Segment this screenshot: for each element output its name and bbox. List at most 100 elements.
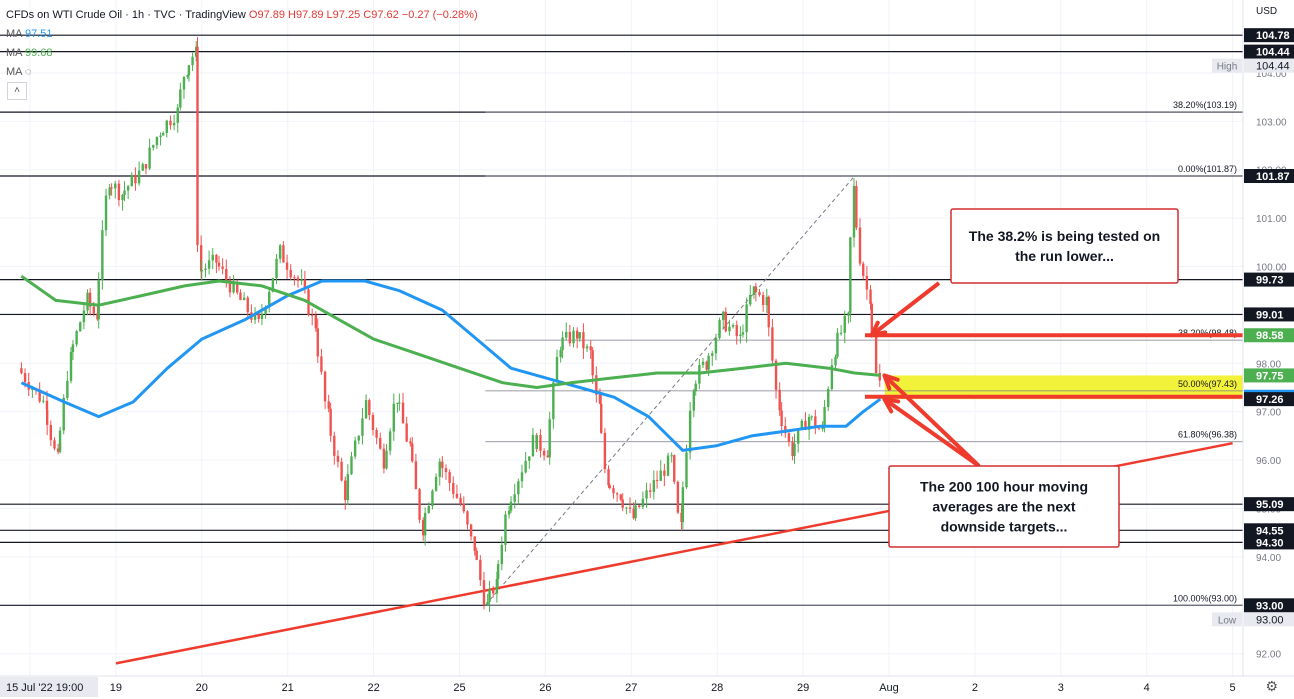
candle-body xyxy=(839,332,843,334)
price-axis[interactable]: USD92.0093.0094.0095.0096.0097.0098.0099… xyxy=(1212,0,1294,699)
time-axis[interactable]: 15 Jul '22 19:00 19 20 21 22 25 26 27 28 29 Aug 2 3 4… xyxy=(0,675,1294,699)
candle-body xyxy=(75,331,78,345)
legend-ma2-row[interactable]: MA 99.68 xyxy=(6,44,478,63)
candle xyxy=(754,282,758,302)
legend-ma3-row[interactable]: MA ◌ xyxy=(6,63,478,82)
candle xyxy=(431,489,434,510)
candle-body xyxy=(855,186,858,228)
candle xyxy=(735,320,738,345)
moving-average-100-hour xyxy=(20,279,882,452)
gear-icon[interactable]: ⚙ xyxy=(1265,678,1278,694)
candle xyxy=(137,161,141,186)
candle xyxy=(405,416,408,443)
candle xyxy=(66,370,69,401)
candle-body xyxy=(758,292,761,296)
candle xyxy=(353,436,357,460)
candle xyxy=(53,437,56,451)
candle-body xyxy=(45,409,49,425)
candle-body xyxy=(804,420,807,430)
candle-body xyxy=(88,292,92,307)
candle xyxy=(20,362,23,375)
candle-body xyxy=(591,350,594,376)
candle xyxy=(97,272,100,329)
candle-body xyxy=(500,544,504,565)
candle xyxy=(741,324,745,338)
candle-body xyxy=(492,589,495,594)
annotation-arrowhead xyxy=(882,397,901,414)
candle-body xyxy=(701,361,705,365)
candle xyxy=(670,452,673,463)
candle-body xyxy=(486,601,489,605)
candle-body xyxy=(246,297,249,313)
candle xyxy=(300,269,303,286)
chevron-up-icon[interactable]: ˄ xyxy=(7,82,27,100)
candle xyxy=(336,450,340,468)
candle xyxy=(582,323,585,359)
legend-ma1-row[interactable]: MA 97.51 xyxy=(6,25,478,44)
candle xyxy=(575,327,579,349)
candle-body xyxy=(282,245,285,263)
candle-body xyxy=(382,448,386,469)
candle xyxy=(559,346,562,363)
candle-body xyxy=(482,580,486,605)
candle xyxy=(692,388,695,418)
candle xyxy=(422,517,425,541)
candle-body xyxy=(858,227,862,264)
candle-body xyxy=(462,503,465,512)
candle-body xyxy=(600,403,603,433)
candle xyxy=(784,417,787,438)
candle-body xyxy=(745,304,748,333)
candle-body xyxy=(217,262,221,267)
candle xyxy=(316,318,319,364)
price-badge-label: 99.01 xyxy=(1256,309,1284,321)
candle xyxy=(411,437,414,463)
candle xyxy=(455,484,459,499)
candle xyxy=(869,285,872,310)
candle-body xyxy=(239,292,242,301)
ohlc-values: O97.89 H97.89 L97.25 C97.62 −0.27 (−0.28… xyxy=(248,9,478,21)
candle-body xyxy=(357,435,360,441)
candle-body xyxy=(568,331,572,344)
candle-body xyxy=(289,269,292,278)
candle xyxy=(58,427,62,454)
candle xyxy=(652,470,656,500)
candle-body xyxy=(405,423,408,442)
candle xyxy=(628,497,632,514)
candle xyxy=(722,310,725,329)
price-badge xyxy=(1244,328,1294,343)
candle-body xyxy=(58,430,62,452)
candle-body xyxy=(179,89,182,108)
candle-body xyxy=(612,487,615,494)
candle xyxy=(488,580,491,612)
candle-body xyxy=(278,245,282,259)
candle-body xyxy=(31,388,34,390)
candle xyxy=(843,310,846,344)
annotation-arrow xyxy=(883,397,981,468)
candle xyxy=(130,172,133,187)
candle-body xyxy=(423,512,427,536)
candle-body xyxy=(418,489,421,520)
eye-hidden-icon[interactable]: ◌ xyxy=(24,66,32,78)
candle-body xyxy=(144,164,148,169)
price-badge-label: 101.87 xyxy=(1256,171,1290,183)
candle xyxy=(101,220,104,290)
price-badge xyxy=(1244,368,1294,383)
candle xyxy=(608,483,612,490)
candle-body xyxy=(524,460,527,473)
candle xyxy=(517,478,520,505)
candle xyxy=(469,523,473,541)
candle xyxy=(45,404,49,436)
candle-body xyxy=(452,482,455,494)
candle-body xyxy=(388,431,392,451)
candle xyxy=(350,451,353,475)
candle xyxy=(409,437,412,447)
candle xyxy=(680,504,683,531)
candle xyxy=(375,427,378,445)
candle-body xyxy=(589,346,592,351)
fib-level-label: 50.00%(97.43) xyxy=(1178,379,1237,389)
price-badge xyxy=(1244,497,1294,512)
currency-label: USD xyxy=(1256,6,1277,17)
symbol-title[interactable]: CFDs on WTI Crude Oil · 1h · TVC · Tradi… xyxy=(6,9,246,21)
candle-body xyxy=(754,286,758,293)
